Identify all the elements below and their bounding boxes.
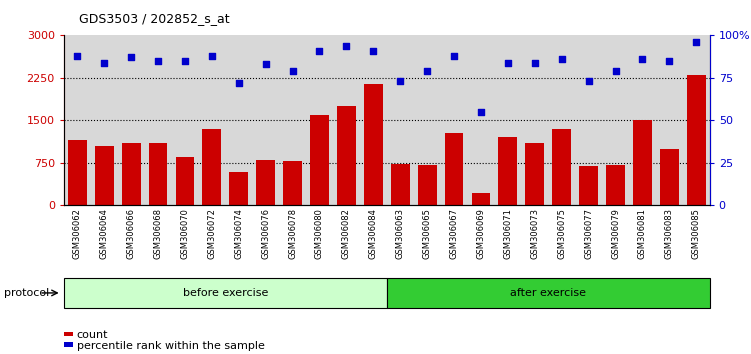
Bar [364,84,383,205]
Point [663,58,675,64]
Text: before exercise: before exercise [182,288,268,298]
Bar [418,165,436,205]
Bar [633,120,652,205]
Point [260,62,272,67]
Bar [445,133,463,205]
Text: protocol: protocol [4,288,49,298]
Point [690,39,702,45]
Bar [687,75,706,205]
Point [556,56,568,62]
Point [206,53,218,59]
Point [313,48,325,53]
Point [287,68,299,74]
Point [529,60,541,65]
Point [421,68,433,74]
Bar [526,143,544,205]
Text: GDS3503 / 202852_s_at: GDS3503 / 202852_s_at [79,12,230,25]
Bar [176,157,195,205]
Bar [660,149,679,205]
Point [367,48,379,53]
Text: after exercise: after exercise [510,288,587,298]
Bar [149,143,167,205]
Bar [472,193,490,205]
Point [71,53,83,59]
Bar [203,129,222,205]
Bar [95,146,113,205]
Point [502,60,514,65]
Bar [337,106,356,205]
Bar [68,140,86,205]
Point [125,55,137,60]
Point [179,58,191,64]
Point [394,79,406,84]
Text: count: count [77,330,108,340]
Point [98,60,110,65]
Point [475,109,487,115]
Bar [391,164,409,205]
Bar [310,115,329,205]
Text: percentile rank within the sample: percentile rank within the sample [77,341,264,351]
Bar [122,143,140,205]
Point [583,79,595,84]
Bar [256,160,275,205]
Point [233,80,245,86]
Bar [606,165,625,205]
Point [340,43,352,48]
Bar [64,278,387,308]
Bar [579,166,598,205]
Bar [499,137,517,205]
Bar [283,161,302,205]
Bar [387,278,710,308]
Point [448,53,460,59]
Point [610,68,622,74]
Bar [552,129,571,205]
Point [152,58,164,64]
Bar [229,172,248,205]
Point [636,56,648,62]
